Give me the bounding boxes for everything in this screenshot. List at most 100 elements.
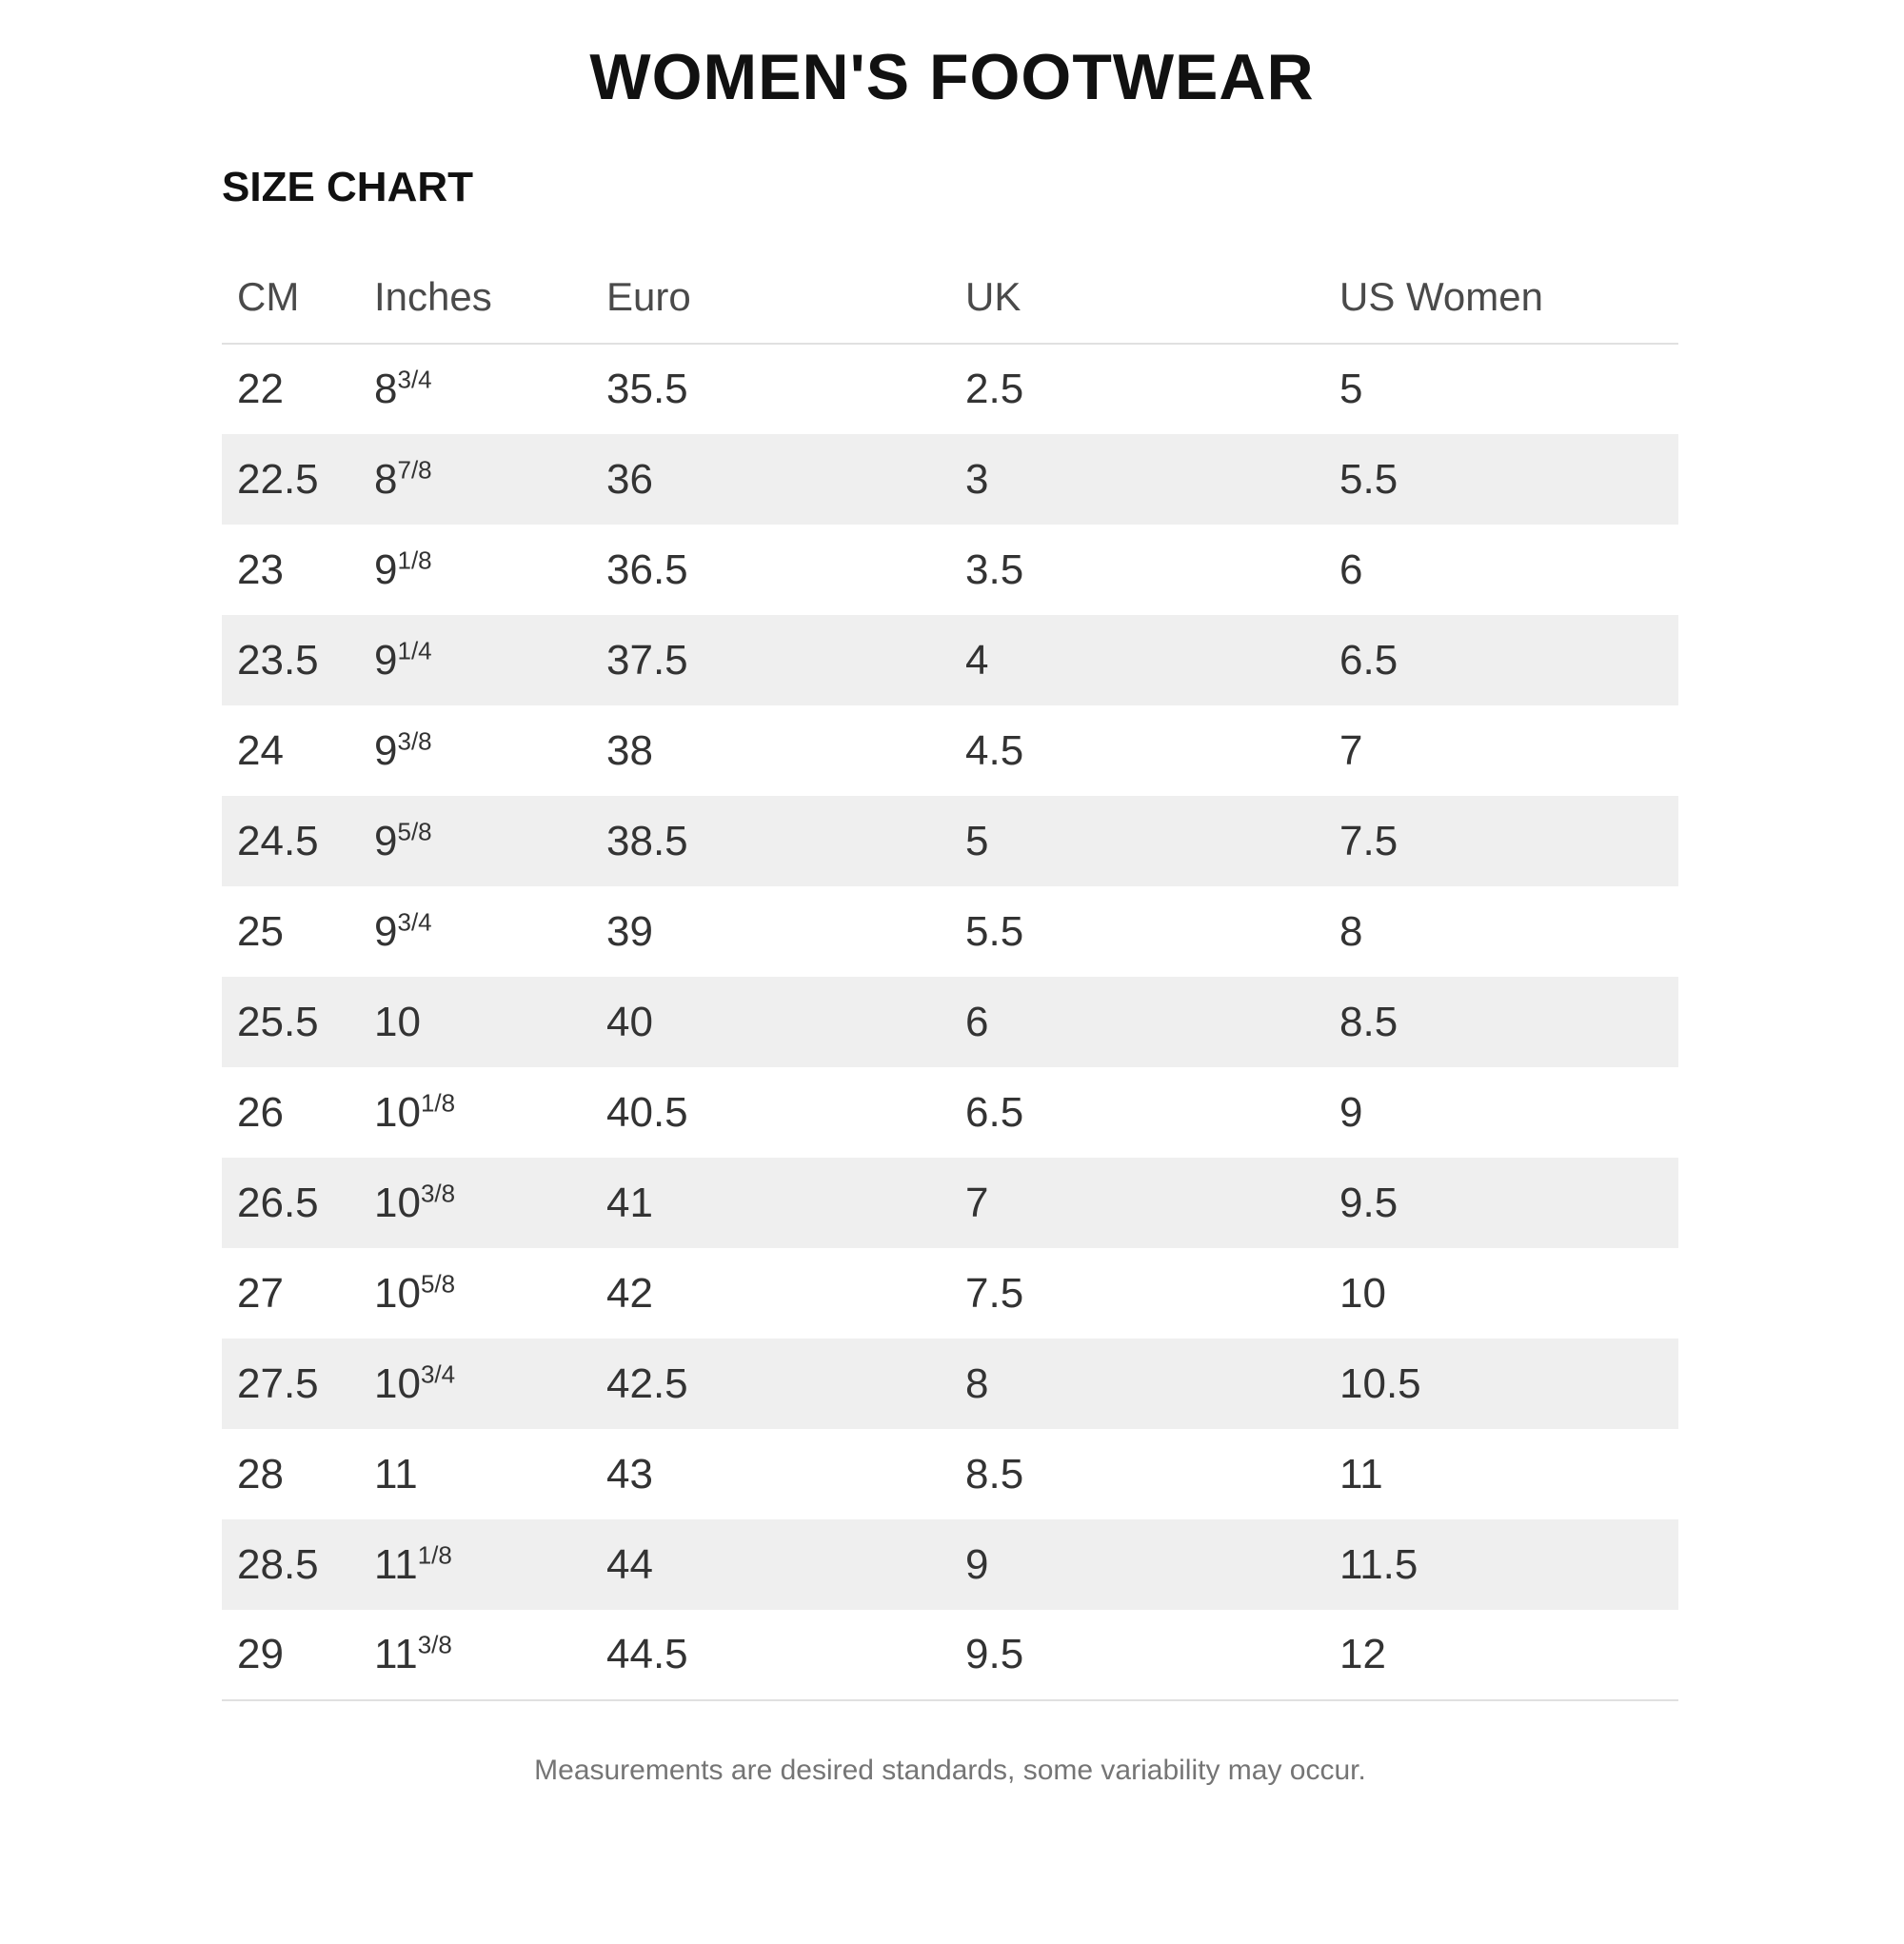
cell-us-women: 11 xyxy=(1339,1450,1383,1498)
cell-uk: 8.5 xyxy=(965,1450,1024,1498)
cell-euro: 41 xyxy=(606,1179,653,1226)
table-row: 25.5 10 40 6 8.5 xyxy=(222,977,1678,1067)
inch-fraction: 3/4 xyxy=(420,1359,456,1388)
cell-euro: 44 xyxy=(606,1540,653,1588)
table-row: 24 93/8 38 4.5 7 xyxy=(222,705,1678,796)
table-row: 28.5 111/8 44 9 11.5 xyxy=(222,1519,1678,1610)
cell-us-women: 6 xyxy=(1339,546,1363,593)
cell-cm: 23.5 xyxy=(237,636,319,684)
cell-uk: 6 xyxy=(965,998,989,1045)
cell-uk: 8 xyxy=(965,1359,989,1407)
cell-inches: 91/4 xyxy=(374,635,432,684)
cell-uk: 3.5 xyxy=(965,546,1024,593)
size-table-header: CM Inches Euro UK US Women xyxy=(222,251,1678,345)
size-chart-section: SIZE CHART CM Inches Euro UK US Women 22 83/4… xyxy=(222,164,1678,1787)
cell-uk: 9 xyxy=(965,1540,989,1588)
cell-euro: 44.5 xyxy=(591,1610,950,1701)
cell-inches: 113/8 xyxy=(359,1610,591,1701)
cell-cm: 25 xyxy=(237,907,284,955)
cell-inches: 93/8 xyxy=(374,725,432,774)
cell-inches: 91/8 xyxy=(374,545,432,593)
cell-uk: 2.5 xyxy=(965,366,1024,412)
cell-inches: 103/4 xyxy=(374,1359,456,1407)
cell-inches: 95/8 xyxy=(374,816,432,864)
cell-us-women: 12 xyxy=(1324,1610,1678,1701)
table-row: 29 113/8 44.5 9.5 12 xyxy=(222,1610,1678,1701)
size-table-body: 22 83/4 35.5 2.5 5 22.5 87/8 36 3 5.5 23 91/8 36.5 3.… xyxy=(222,344,1678,1701)
cell-uk: 9.5 xyxy=(950,1610,1324,1701)
cell-euro: 40 xyxy=(606,998,653,1045)
cell-euro: 36 xyxy=(606,455,653,503)
inch-fraction: 3/4 xyxy=(397,365,432,394)
inch-fraction: 5/8 xyxy=(397,816,432,845)
cell-us-women: 11.5 xyxy=(1339,1540,1418,1588)
cell-us-women: 5 xyxy=(1339,366,1363,412)
cell-cm: 28 xyxy=(237,1450,284,1498)
inch-fraction: 3/8 xyxy=(420,1178,456,1207)
cell-cm: 23 xyxy=(237,546,284,593)
cell-inches: 87/8 xyxy=(374,454,432,503)
inch-fraction: 1/4 xyxy=(397,635,432,665)
table-row: 22 83/4 35.5 2.5 5 xyxy=(222,344,1678,434)
cell-inches: 93/4 xyxy=(374,906,432,955)
table-row: 25 93/4 39 5.5 8 xyxy=(222,886,1678,977)
footnote: Measurements are desired standards, some… xyxy=(534,1755,1366,1786)
column-header-cm: CM xyxy=(222,251,359,345)
cell-us-women: 8 xyxy=(1339,907,1363,955)
table-row: 27.5 103/4 42.5 8 10.5 xyxy=(222,1339,1678,1429)
cell-inches: 11 xyxy=(374,1450,418,1498)
cell-cm: 24.5 xyxy=(237,817,319,864)
cell-inches: 111/8 xyxy=(374,1539,452,1588)
cell-euro: 40.5 xyxy=(606,1088,688,1136)
page-title: WOMEN'S FOOTWEAR xyxy=(589,41,1315,113)
table-row: 28 11 43 8.5 11 xyxy=(222,1429,1678,1519)
column-header-inches: Inches xyxy=(359,251,591,345)
cell-cm: 29 xyxy=(222,1610,359,1701)
cell-euro: 38.5 xyxy=(606,817,688,864)
cell-us-women: 9 xyxy=(1339,1088,1363,1136)
cell-uk: 3 xyxy=(965,455,989,503)
cell-uk: 7 xyxy=(965,1179,989,1226)
cell-inches: 103/8 xyxy=(374,1178,456,1226)
cell-us-women: 10.5 xyxy=(1339,1359,1421,1407)
inch-fraction: 5/8 xyxy=(420,1268,456,1298)
cell-cm: 25.5 xyxy=(237,998,319,1045)
cell-us-women: 10 xyxy=(1339,1269,1386,1317)
cell-uk: 4.5 xyxy=(965,726,1024,774)
cell-us-women: 7.5 xyxy=(1339,817,1398,864)
cell-euro: 37.5 xyxy=(606,636,688,684)
cell-us-women: 7 xyxy=(1339,726,1363,774)
inch-fraction: 1/8 xyxy=(417,1539,452,1569)
column-header-us-women: US Women xyxy=(1324,251,1678,345)
column-header-euro: Euro xyxy=(591,251,950,345)
cell-euro: 42.5 xyxy=(606,1359,688,1407)
cell-us-women: 8.5 xyxy=(1339,998,1398,1045)
cell-euro: 43 xyxy=(606,1450,653,1498)
cell-inches: 83/4 xyxy=(374,365,432,412)
cell-cm: 24 xyxy=(237,726,284,774)
cell-euro: 35.5 xyxy=(606,366,688,412)
inch-fraction: 7/8 xyxy=(397,454,432,484)
cell-cm: 27.5 xyxy=(237,1359,319,1407)
cell-cm: 26.5 xyxy=(237,1179,319,1226)
size-table-head-row: CM Inches Euro UK US Women xyxy=(222,251,1678,345)
cell-inches: 105/8 xyxy=(374,1268,456,1317)
cell-us-women: 9.5 xyxy=(1339,1179,1398,1226)
inch-fraction: 3/8 xyxy=(397,725,432,755)
table-row: 24.5 95/8 38.5 5 7.5 xyxy=(222,796,1678,886)
cell-cm: 28.5 xyxy=(237,1540,319,1588)
cell-cm: 26 xyxy=(237,1088,284,1136)
cell-cm: 27 xyxy=(237,1269,284,1317)
table-row: 26.5 103/8 41 7 9.5 xyxy=(222,1158,1678,1248)
cell-uk: 5 xyxy=(965,817,989,864)
section-title: SIZE CHART xyxy=(222,164,473,210)
cell-inches: 10 xyxy=(374,998,421,1045)
cell-euro: 38 xyxy=(606,726,653,774)
column-header-uk: UK xyxy=(950,251,1324,345)
cell-us-women: 6.5 xyxy=(1339,636,1398,684)
cell-uk: 4 xyxy=(965,636,989,684)
cell-inches: 101/8 xyxy=(374,1087,456,1136)
cell-uk: 5.5 xyxy=(965,907,1024,955)
table-row: 23.5 91/4 37.5 4 6.5 xyxy=(222,615,1678,705)
table-row: 23 91/8 36.5 3.5 6 xyxy=(222,525,1678,615)
